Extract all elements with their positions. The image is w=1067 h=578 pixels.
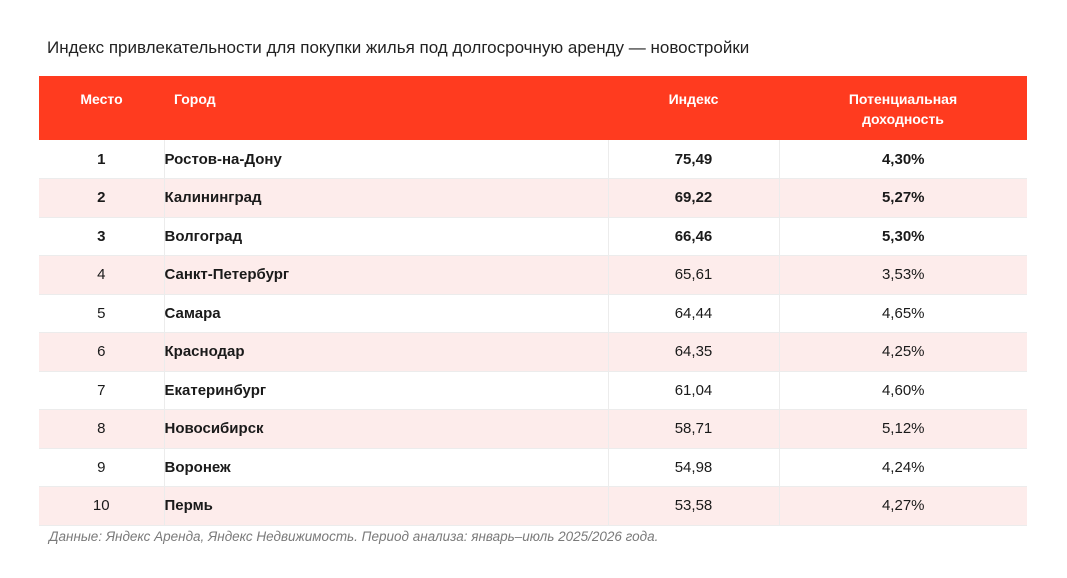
column-header-index: Индекс	[668, 91, 719, 107]
table-header-row: Место Город Индекс Потенциальная доходно…	[39, 76, 1027, 140]
table-row: 3 Волгоград 66,46 5,30%	[39, 217, 1027, 256]
cell-index: 61,04	[608, 371, 780, 410]
cell-yield: 4,65%	[779, 294, 1027, 333]
cell-city: Екатеринбург	[164, 371, 609, 410]
cell-city: Санкт-Петербург	[164, 255, 609, 295]
cell-yield: 4,25%	[779, 332, 1027, 372]
table-row: 1 Ростов-на-Дону 75,49 4,30%	[39, 140, 1027, 179]
cell-rank: 2	[39, 178, 165, 218]
cell-yield: 5,27%	[779, 178, 1027, 218]
page-title: Индекс привлекательности для покупки жил…	[47, 38, 750, 57]
column-header-rank: Место	[80, 91, 123, 107]
rating-table: Место Город Индекс Потенциальная доходно…	[39, 76, 1027, 526]
cell-rank: 3	[39, 217, 165, 256]
cell-rank: 4	[39, 255, 165, 295]
cell-yield: 4,30%	[779, 140, 1027, 179]
table-row: 9 Воронеж 54,98 4,24%	[39, 448, 1027, 487]
column-header-city: Город	[174, 91, 216, 107]
cell-rank: 6	[39, 332, 165, 372]
cell-rank: 5	[39, 294, 165, 333]
cell-rank: 1	[39, 140, 165, 179]
table-body: 1 Ростов-на-Дону 75,49 4,30% 2 Калинингр…	[39, 140, 1027, 526]
cell-yield: 5,30%	[779, 217, 1027, 256]
cell-city: Калининград	[164, 178, 609, 218]
column-header-yield-line2: доходность	[862, 111, 944, 127]
cell-rank: 10	[39, 486, 165, 526]
cell-rank: 9	[39, 448, 165, 487]
cell-city: Самара	[164, 294, 609, 333]
column-header-yield-line1: Потенциальная	[848, 91, 958, 107]
table-row: 4 Санкт-Петербург 65,61 3,53%	[39, 255, 1027, 295]
cell-index: 58,71	[608, 409, 780, 449]
cell-city: Новосибирск	[164, 409, 609, 449]
cell-yield: 4,24%	[779, 448, 1027, 487]
cell-yield: 5,12%	[779, 409, 1027, 449]
cell-city: Краснодар	[164, 332, 609, 372]
cell-yield: 3,53%	[779, 255, 1027, 295]
cell-index: 53,58	[608, 486, 780, 526]
table-row: 2 Калининград 69,22 5,27%	[39, 178, 1027, 218]
cell-yield: 4,60%	[779, 371, 1027, 410]
column-header-yield: Потенциальная доходность	[779, 76, 1027, 140]
cell-index: 66,46	[608, 217, 780, 256]
cell-index: 64,44	[608, 294, 780, 333]
cell-city: Ростов-на-Дону	[164, 140, 609, 179]
cell-rank: 8	[39, 409, 165, 449]
cell-index: 65,61	[608, 255, 780, 295]
table-header: Место Город Индекс Потенциальная доходно…	[39, 76, 1027, 140]
table-row: 5 Самара 64,44 4,65%	[39, 294, 1027, 333]
table-row: 6 Краснодар 64,35 4,25%	[39, 332, 1027, 372]
cell-index: 69,22	[608, 178, 780, 218]
cell-index: 54,98	[608, 448, 780, 487]
cell-city: Воронеж	[164, 448, 609, 487]
cell-index: 64,35	[608, 332, 780, 372]
table-row: 10 Пермь 53,58 4,27%	[39, 486, 1027, 526]
source-note: Данные: Яндекс Аренда, Яндекс Недвижимос…	[49, 529, 659, 544]
cell-city: Пермь	[164, 486, 609, 526]
table-row: 8 Новосибирск 58,71 5,12%	[39, 409, 1027, 449]
cell-index: 75,49	[608, 140, 780, 179]
cell-rank: 7	[39, 371, 165, 410]
cell-city: Волгоград	[164, 217, 609, 256]
table-row: 7 Екатеринбург 61,04 4,60%	[39, 371, 1027, 410]
cell-yield: 4,27%	[779, 486, 1027, 526]
